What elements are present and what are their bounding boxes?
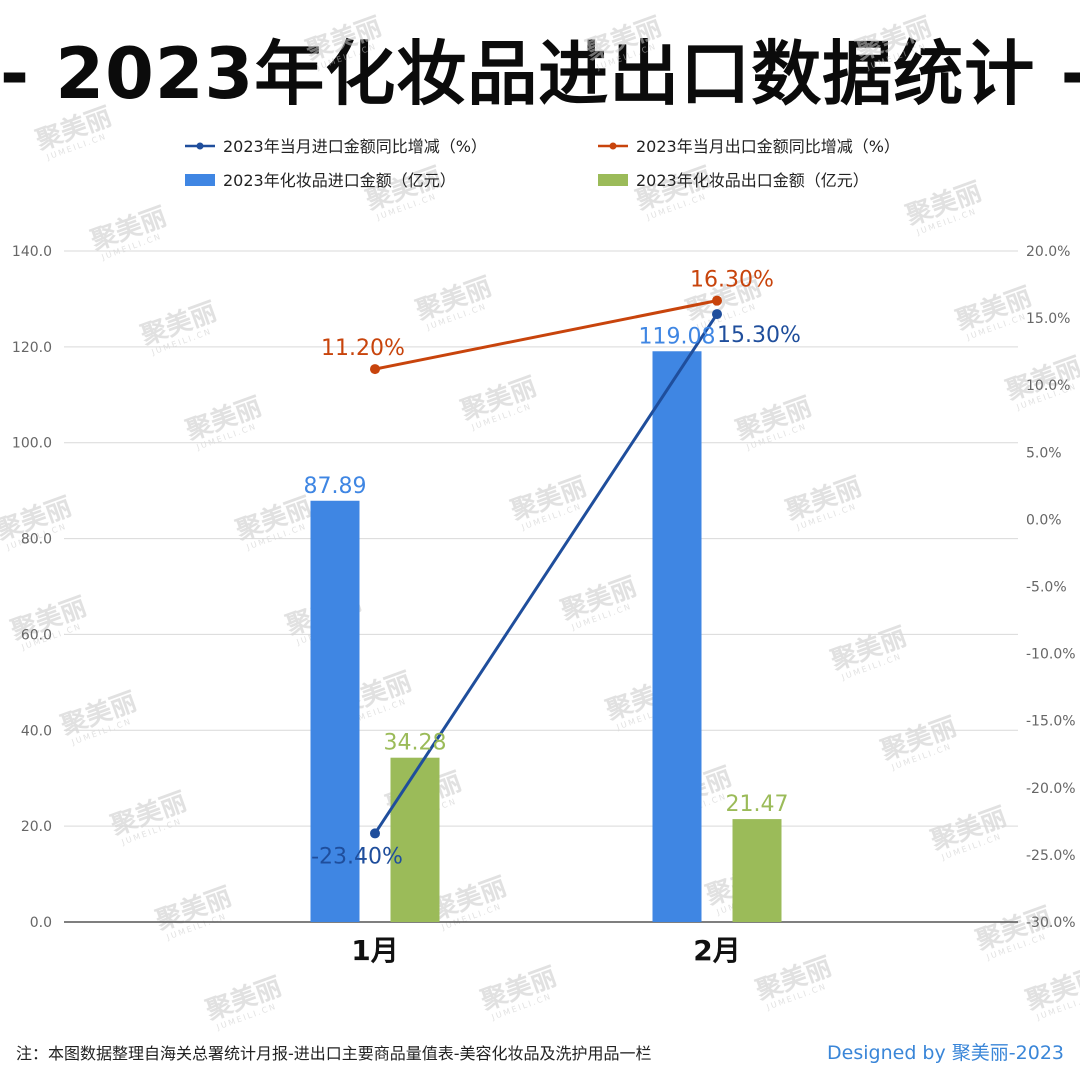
y-left-tick-label: 100.0 [12,436,52,452]
y-right-tick-label: 20.0% [1026,244,1070,260]
export-yoy-label: 11.20% [321,336,405,361]
export-bar-label: 34.28 [384,731,447,756]
import-bar [652,351,702,922]
import-yoy-point [712,309,722,320]
bars-layer [310,351,782,922]
y-right-tick-label: 5.0% [1026,445,1062,461]
legend-item: 2023年当月出口金额同比增减（%） [598,137,900,156]
y-left-tick-label: 120.0 [12,340,52,356]
import-bar-label: 87.89 [304,474,367,499]
legend-item: 2023年化妆品进口金额（亿元） [185,171,456,190]
y-left-tick-label: 60.0 [21,627,52,643]
export-bar [390,757,440,922]
legend-item: 2023年化妆品出口金额（亿元） [598,171,869,190]
legend: 2023年当月进口金额同比增减（%） 2023年当月出口金额同比增减（%） 2023… [185,137,900,190]
y-right-tick-label: -15.0% [1026,714,1076,730]
import-yoy-line [373,313,719,835]
x-tick-label: 1月 [351,934,398,967]
page-title: - 2023年化妆品进出口数据统计 - [0,33,1080,115]
import-yoy-label: -23.40% [311,844,403,869]
y-left-tick-label: 20.0 [21,819,52,835]
footnote: 注：本图数据整理自海关总署统计月报-进出口主要商品量值表-美容化妆品及洗护用品一… [16,1044,652,1063]
legend-label: 2023年化妆品出口金额（亿元） [636,171,869,190]
y-right-tick-label: 15.0% [1026,311,1070,327]
export-yoy-line [374,299,718,371]
x-tick-label: 2月 [693,934,740,967]
import-yoy-point [370,828,380,839]
export-yoy-point [370,364,380,375]
legend-marker [609,142,617,150]
y-right-tick-label: -30.0% [1026,915,1076,931]
legend-marker [196,142,204,150]
export-yoy-label: 16.30% [690,268,774,293]
y-left-tick-label: 80.0 [21,532,52,548]
y-right-tick-label: -5.0% [1026,580,1067,596]
y-right-tick-label: 10.0% [1026,378,1070,394]
legend-label: 2023年当月出口金额同比增减（%） [636,137,900,156]
legend-item: 2023年当月进口金额同比增减（%） [185,137,487,156]
y-right-tick-label: 0.0% [1026,512,1062,528]
credit: Designed by 聚美丽-2023 [827,1042,1064,1064]
export-bar-label: 21.47 [726,792,789,817]
labels-layer: 87.89 119.08 34.28 21.47 -23.40% 15.30% 11.20%… [304,268,801,870]
lines-layer [370,295,722,839]
export-bar [732,819,782,922]
export-yoy-point [712,295,722,306]
y-left-tick-label: 140.0 [12,244,52,260]
import-yoy-label: 15.30% [717,323,801,348]
legend-label: 2023年化妆品进口金额（亿元） [223,171,456,190]
y-right-tick-label: -20.0% [1026,781,1076,797]
grid-layer: 0.0 20.0 40.0 60.0 80.0 100.0 120.0 140.0 -30.0%… [12,244,1076,967]
import-bar [310,500,360,922]
import-bar-label: 119.08 [639,324,716,349]
y-right-tick-label: -25.0% [1026,848,1076,864]
legend-bar-swatch [185,174,215,186]
legend-label: 2023年当月进口金额同比增减（%） [223,137,487,156]
y-right-tick-label: -10.0% [1026,647,1076,663]
y-left-tick-label: 0.0 [30,915,52,931]
legend-bar-swatch [598,174,628,186]
y-left-tick-label: 40.0 [21,723,52,739]
